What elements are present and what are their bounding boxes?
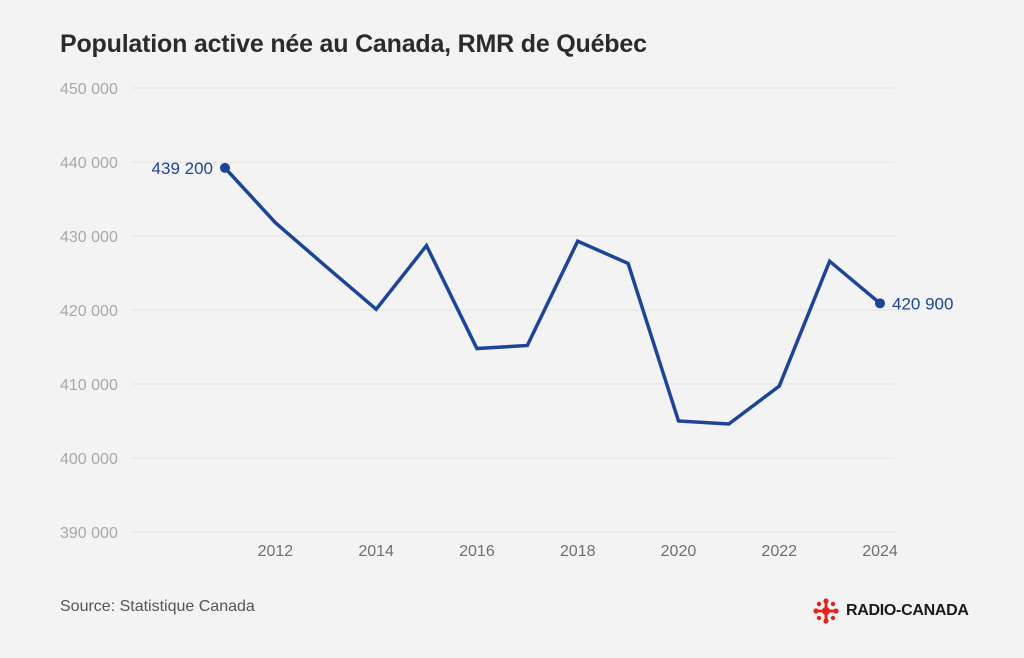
- endpoint-marker: [220, 162, 230, 173]
- source-note: Source: Statistique Canada: [60, 598, 255, 615]
- radio-canada-gem-icon: [813, 598, 839, 624]
- y-tick-label: 420 000: [60, 303, 118, 320]
- x-tick-label: 2018: [560, 543, 596, 560]
- data-label: 420 900: [892, 294, 953, 313]
- y-tick-label: 400 000: [60, 451, 118, 468]
- x-tick-label: 2022: [761, 543, 797, 560]
- radio-canada-logo: RADIO-CANADA: [812, 597, 969, 625]
- y-tick-label: 430 000: [60, 229, 118, 246]
- data-label: 439 200: [152, 159, 213, 178]
- annotations: 439 200 420 900: [152, 159, 954, 313]
- series-line-group: [223, 166, 882, 426]
- chart-title: Population active née au Canada, RMR de …: [60, 30, 647, 58]
- y-tick-label: 440 000: [60, 155, 118, 172]
- x-tick-label: 2012: [258, 543, 294, 560]
- y-tick-label: 450 000: [60, 81, 118, 98]
- x-tick-label: 2014: [358, 543, 394, 560]
- x-tick-label: 2024: [862, 543, 898, 560]
- grid-lines: [132, 87, 895, 533]
- y-tick-label: 410 000: [60, 377, 118, 394]
- x-axis-ticks: 2012 2014 2016 2018 2020 2022 2024: [258, 543, 898, 560]
- x-tick-label: 2020: [661, 543, 697, 560]
- endpoint-marker: [875, 298, 885, 309]
- logo-wordmark: RADIO-CANADA: [846, 602, 969, 619]
- x-tick-label: 2016: [459, 543, 495, 560]
- series-line: [223, 166, 882, 426]
- y-axis-ticks: 390 000 400 000 410 000 420 000 430 000 440 0…: [60, 81, 118, 542]
- line-chart: 390 000 400 000 410 000 420 000 430 000 440 0…: [60, 81, 954, 560]
- y-tick-label: 390 000: [60, 525, 118, 542]
